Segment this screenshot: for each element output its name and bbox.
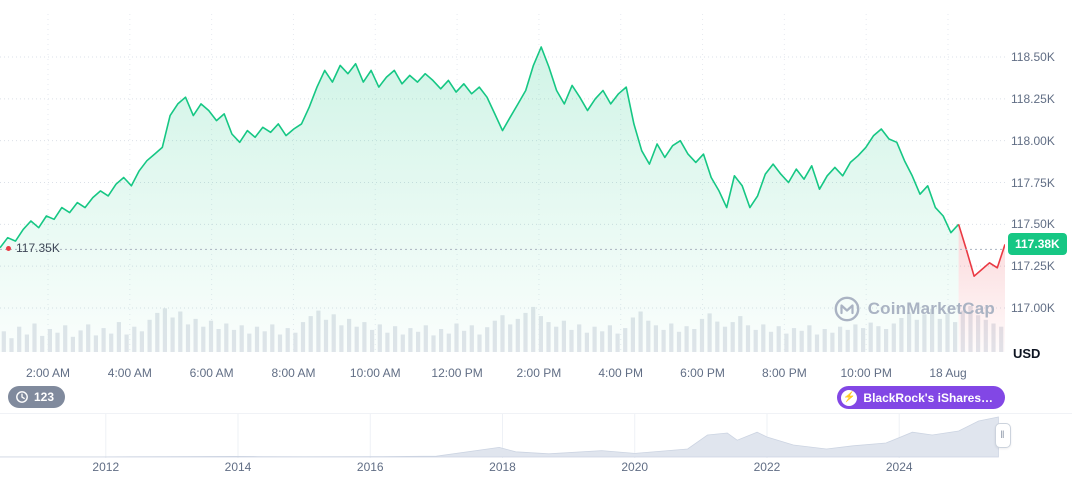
lightning-icon: ⚡ bbox=[841, 389, 858, 406]
price-axis: 118.50K 118.25K 118.00K 117.75K 117.50K 117.2… bbox=[1005, 0, 1072, 361]
year-label: 2014 bbox=[224, 460, 252, 474]
history-area bbox=[0, 416, 999, 458]
watermark: CoinMarketCap bbox=[834, 296, 995, 322]
year-label: 2020 bbox=[621, 460, 649, 474]
time-axis-tick: 2:00 PM bbox=[516, 366, 562, 380]
time-axis-tick: 18 Aug bbox=[929, 366, 967, 380]
drop-area bbox=[958, 224, 1005, 352]
y-axis-tick: 118.50K bbox=[1011, 50, 1055, 64]
coinmarketcap-logo-icon bbox=[834, 296, 860, 322]
y-axis-tick: 117.50K bbox=[1011, 217, 1055, 232]
time-axis: 2:00 AM 4:00 AM 6:00 AM 8:00 AM 10:00 AM 12:0… bbox=[0, 366, 1005, 384]
plot-region: 117.35K CoinMarketCap bbox=[0, 0, 1005, 355]
history-mini-chart[interactable] bbox=[0, 414, 1005, 458]
year-label: 2022 bbox=[753, 460, 781, 474]
watermark-text: CoinMarketCap bbox=[867, 299, 995, 318]
events-count-badge[interactable]: 123 bbox=[8, 386, 66, 408]
y-axis-tick: 117.75K bbox=[1011, 175, 1055, 190]
time-axis-tick: 10:00 AM bbox=[349, 366, 401, 380]
current-price-badge: 117.38K bbox=[1008, 233, 1067, 256]
time-axis-tick: 12:00 PM bbox=[431, 366, 483, 380]
time-axis-tick: 4:00 PM bbox=[598, 366, 644, 380]
price-chart[interactable] bbox=[0, 0, 1005, 355]
history-clock-icon bbox=[16, 391, 28, 403]
y-axis-tick: 117.25K bbox=[1011, 259, 1055, 274]
history-range-selector: 2012 2014 2016 2018 2020 2022 2024 ‖ bbox=[0, 413, 1072, 477]
range-slider-handle[interactable]: ‖ bbox=[995, 423, 1011, 448]
price-line bbox=[0, 46, 960, 249]
events-count: 123 bbox=[34, 390, 55, 404]
y-axis-tick: 117.00K bbox=[1011, 301, 1055, 315]
price-area bbox=[0, 47, 959, 352]
time-axis-tick: 10:00 PM bbox=[840, 366, 892, 380]
year-label: 2024 bbox=[885, 460, 913, 474]
year-label: 2018 bbox=[489, 460, 516, 474]
year-label: 2012 bbox=[92, 460, 120, 474]
time-axis-tick: 6:00 PM bbox=[680, 366, 725, 380]
annotation-row: 123 ⚡ BlackRock's iShares… bbox=[0, 386, 1072, 410]
y-axis-tick: 118.25K bbox=[1011, 91, 1055, 106]
time-axis-tick: 2:00 AM bbox=[25, 366, 71, 380]
time-axis-tick: 8:00 PM bbox=[762, 366, 807, 380]
currency-label: USD bbox=[1013, 346, 1041, 361]
time-axis-tick: 6:00 AM bbox=[189, 366, 234, 380]
time-axis-tick: 8:00 AM bbox=[271, 366, 316, 380]
news-badge-text: BlackRock's iShares… bbox=[863, 390, 993, 405]
time-axis-tick: 4:00 AM bbox=[107, 366, 152, 380]
y-axis-tick: 118.00K bbox=[1011, 133, 1055, 148]
news-badge[interactable]: ⚡ BlackRock's iShares… bbox=[837, 386, 1005, 409]
year-label: 2016 bbox=[356, 460, 384, 474]
